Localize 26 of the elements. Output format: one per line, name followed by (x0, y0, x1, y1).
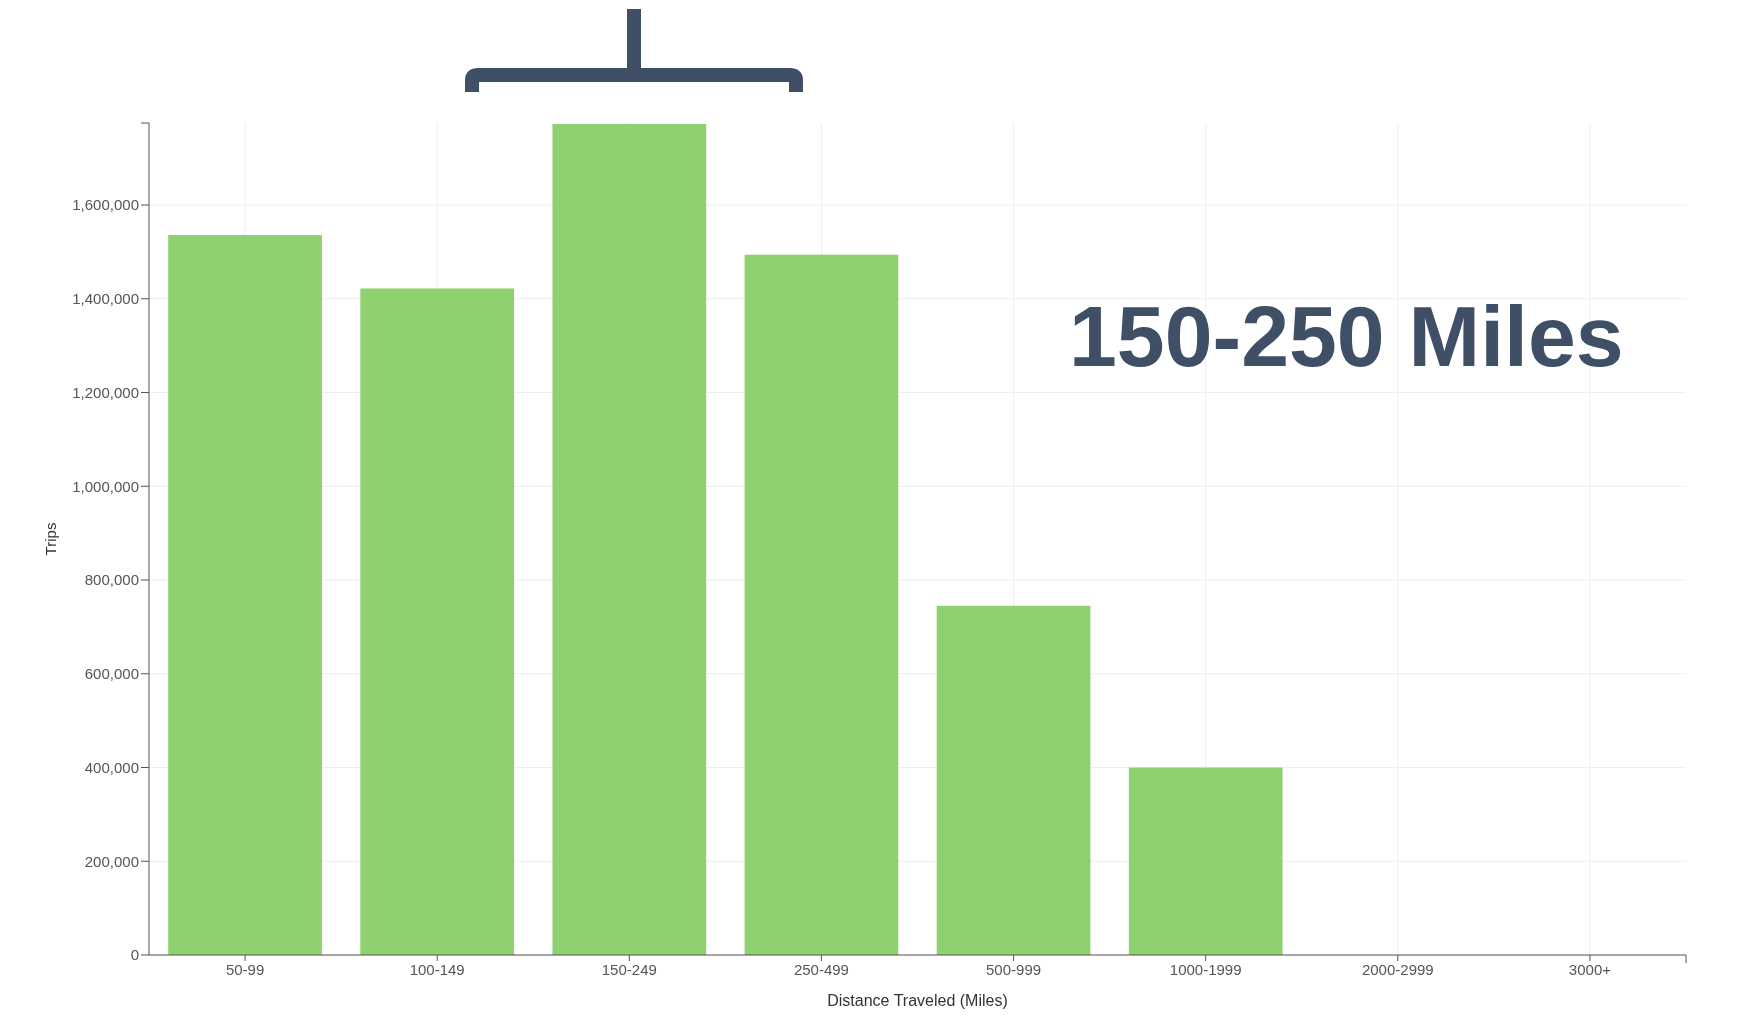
y-tick-label: 1,600,000 (72, 196, 139, 214)
x-tick-label: 2000-2999 (1361, 961, 1434, 978)
y-tick-label: 600,000 (84, 665, 139, 683)
x-axis-title: Distance Traveled (Miles) (827, 992, 1008, 1009)
bar (744, 254, 899, 955)
x-tick-label: 500-999 (986, 961, 1042, 978)
x-tick-label: 250-499 (793, 961, 849, 978)
y-tick-label: 1,400,000 (72, 290, 139, 308)
y-tick-label: 1,200,000 (72, 383, 139, 401)
bar (168, 235, 322, 955)
y-tick-label: 800,000 (84, 571, 139, 589)
x-tick-label: 50-99 (225, 961, 265, 978)
y-tick-label: 0 (130, 946, 139, 964)
y-tick-label: 400,000 (84, 758, 139, 776)
x-tick-label: 150-249 (601, 961, 657, 978)
annotation: 150-250 Miles (1069, 288, 1624, 384)
y-tick-label: 200,000 (84, 852, 139, 870)
bar (360, 288, 515, 955)
bar (1128, 767, 1283, 955)
x-tick-label: 1000-1999 (1169, 961, 1242, 978)
y-axis-title: Trips (42, 522, 59, 556)
bar (936, 605, 1091, 955)
x-tick-label: 3000+ (1568, 961, 1612, 978)
bar (552, 123, 707, 955)
x-tick-label: 100-149 (409, 961, 465, 978)
y-tick-label: 1,000,000 (72, 477, 139, 495)
